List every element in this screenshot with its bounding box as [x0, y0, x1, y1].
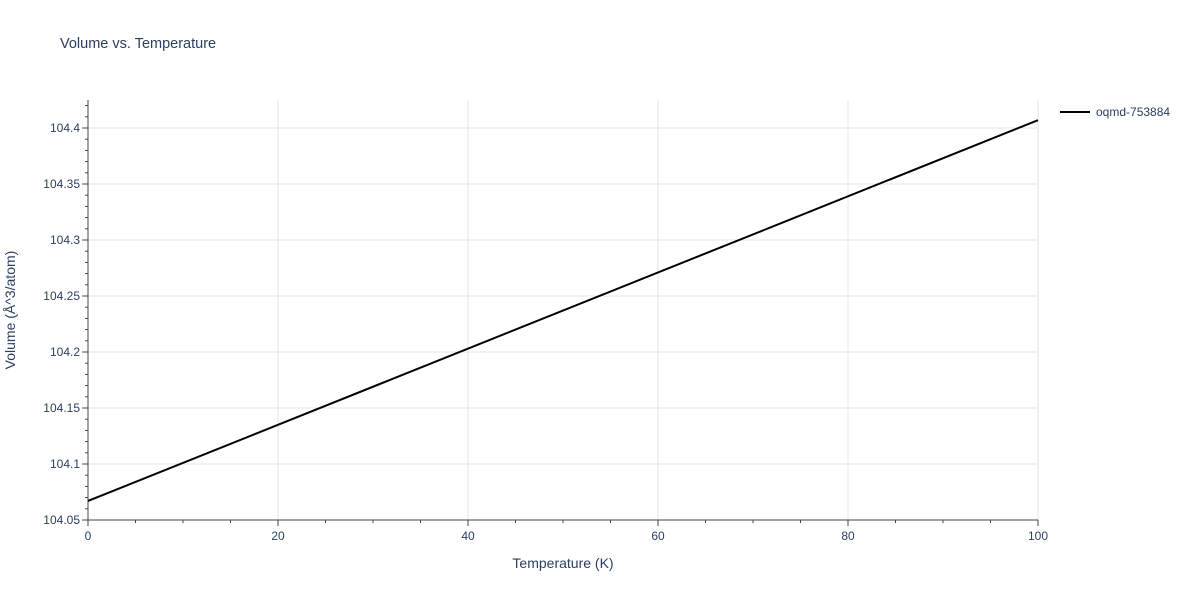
y-tick-label-3: 104.2: [50, 345, 80, 359]
x-tick-label-1: 20: [271, 529, 285, 543]
legend[interactable]: oqmd-753884: [1060, 105, 1170, 119]
chart-title: Volume vs. Temperature: [60, 36, 217, 52]
x-tick-label-3: 60: [651, 529, 665, 543]
y-tick-label-2: 104.15: [43, 401, 80, 415]
x-tick-label-4: 80: [841, 529, 855, 543]
y-tick-label-7: 104.4: [50, 121, 80, 135]
y-axis-title: Volume (Å^3/atom): [2, 251, 18, 370]
y-tick-label-1: 104.1: [50, 457, 80, 471]
y-tick-label-4: 104.25: [43, 289, 80, 303]
legend-swatch: [1060, 111, 1090, 113]
y-tick-label-0: 104.05: [43, 513, 80, 527]
x-tick-label-5: 100: [1028, 529, 1048, 543]
y-tick-label-6: 104.35: [43, 177, 80, 191]
series-line-0: [87, 119, 1039, 502]
y-tick-label-5: 104.3: [50, 233, 80, 247]
x-tick-label-0: 0: [85, 529, 92, 543]
legend-label-series-0: oqmd-753884: [1096, 105, 1171, 119]
x-axis-title: Temperature (K): [512, 555, 613, 571]
x-tick-label-2: 40: [461, 529, 475, 543]
